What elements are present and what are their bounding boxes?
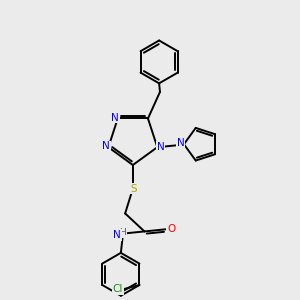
Text: N: N [111,112,119,123]
Text: H: H [119,228,126,237]
Text: O: O [167,224,175,234]
Text: N: N [177,138,184,148]
Text: N: N [102,141,110,152]
Text: S: S [130,184,137,194]
Text: N: N [157,142,165,152]
Text: Cl: Cl [112,284,123,294]
Text: N: N [113,230,121,240]
